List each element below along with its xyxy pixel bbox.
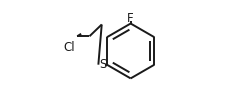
- Text: F: F: [127, 12, 133, 25]
- Text: Cl: Cl: [63, 41, 74, 54]
- Text: S: S: [98, 58, 106, 71]
